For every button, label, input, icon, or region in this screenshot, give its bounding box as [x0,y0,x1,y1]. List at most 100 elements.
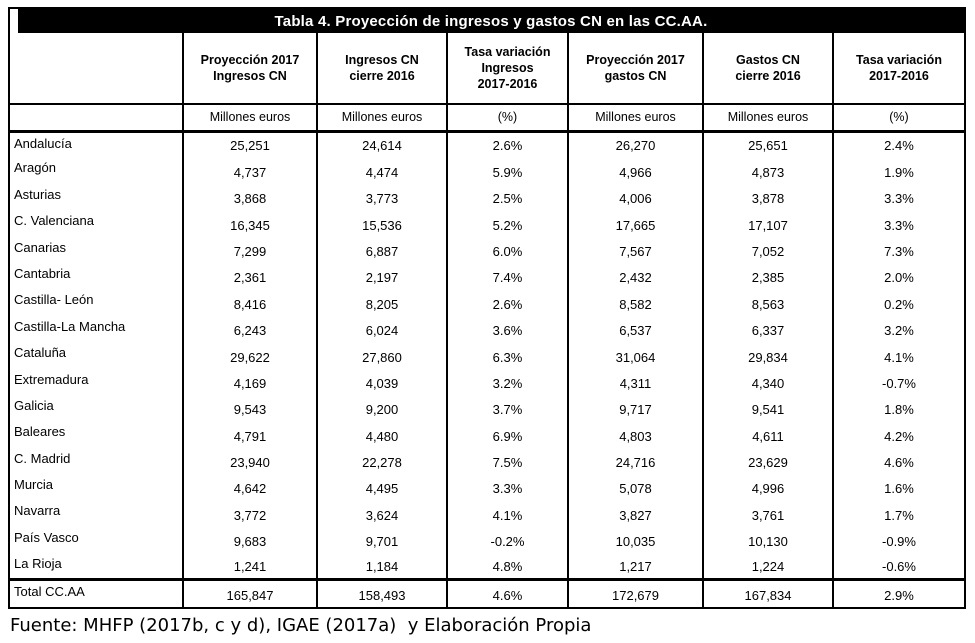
value-cell: 3,878 [702,183,833,211]
value-cell: 29,622 [182,342,317,369]
value-cell: 4,340 [702,368,833,395]
value-cell: 2.5% [446,183,568,211]
value-cell: 165,847 [182,578,317,607]
table-row: C. Madrid 23,940 22,278 7.5% 24,716 23,629 4.6… [10,447,964,475]
value-cell: 17,107 [702,210,833,237]
region-name: Extremadura [14,371,89,387]
value-cell: 24,716 [567,447,703,475]
value-cell: -0.2% [446,526,568,554]
value-cell: 10,130 [702,526,833,554]
value-cell: 4.6% [832,447,964,475]
region-name: Baleares [14,424,66,440]
value-cell: 3.3% [832,210,964,237]
region-name: Canarias [14,239,67,255]
units-cell: (%) [446,104,568,133]
units-cell: Millones euros [567,104,703,133]
value-cell: 1.7% [832,500,964,527]
region-name: Asturias [14,186,61,202]
value-cell: 5.9% [446,157,568,184]
value-cell: 3.6% [446,315,568,343]
table-title-bar: Tabla 4. Proyección de ingresos y gastos… [18,9,964,33]
value-cell: 6.9% [446,421,568,448]
table-title: Tabla 4. Proyección de ingresos y gastos… [274,12,708,30]
region-name: C. Valenciana [14,213,94,229]
value-cell: 4,642 [182,474,317,501]
value-cell: 5,078 [567,474,703,501]
value-cell: 7.3% [832,236,964,263]
value-cell: 3,827 [567,500,703,527]
value-cell: 2,197 [316,262,447,290]
value-cell: 2.9% [832,578,964,607]
value-cell: 15,536 [316,210,447,237]
projection-table-container: Tabla 4. Proyección de ingresos y gastos… [8,7,966,609]
value-cell: 4,737 [182,157,317,184]
value-cell: 23,629 [702,447,833,475]
region-name: Castilla-La Mancha [14,318,126,334]
value-cell: 10,035 [567,526,703,554]
value-cell: 4.1% [832,342,964,369]
region-name: Murcia [14,477,54,493]
source-note: Fuente: MHFP (2017b, c y d), IGAE (2017a… [10,615,592,636]
value-cell: 3.7% [446,394,568,422]
region-name: Total CC.AA [10,578,183,607]
value-cell: 4,495 [316,474,447,501]
region-name: C. Madrid [14,450,71,466]
header-cell: Tasa variación Ingresos 2017-2016 [446,33,568,105]
table-row: Castilla-La Mancha 6,243 6,024 3.6% 6,537 6,3… [10,315,964,343]
value-cell: 3.2% [446,368,568,395]
value-cell: 1.8% [832,394,964,422]
value-cell: 9,683 [182,526,317,554]
value-cell: 7.5% [446,447,568,475]
units-cell: Millones euros [316,104,447,133]
value-cell: 4,169 [182,368,317,395]
value-cell: 3,868 [182,183,317,211]
units-cell: Millones euros [182,104,317,133]
table-row: Cantabria 2,361 2,197 7.4% 2,432 2,385 2.0% [10,262,964,290]
value-cell: 27,860 [316,342,447,369]
value-cell: 2.6% [446,131,568,158]
total-row: Total CC.AA 165,847 158,493 4.6% 172,679 167,… [10,578,964,607]
region-name: Andalucía [14,135,72,151]
header-cell: Ingresos CN cierre 2016 [316,33,447,105]
value-cell: 6,243 [182,315,317,343]
header-cell-region [10,33,183,105]
value-cell: 158,493 [316,578,447,607]
value-cell: 9,541 [702,394,833,422]
value-cell: 6.0% [446,236,568,263]
value-cell: 2,385 [702,262,833,290]
value-cell: 29,834 [702,342,833,369]
value-cell: 2.0% [832,262,964,290]
value-cell: 1,241 [182,553,317,580]
value-cell: 24,614 [316,131,447,158]
value-cell: 6.3% [446,342,568,369]
table-row: Navarra 3,772 3,624 4.1% 3,827 3,761 1.7% [10,500,964,527]
value-cell: 25,251 [182,131,317,158]
value-cell: 7,299 [182,236,317,263]
projection-table: Proyección 2017 Ingresos CN Ingresos CN c… [10,33,964,607]
value-cell: 2.6% [446,289,568,316]
value-cell: 3,773 [316,183,447,211]
value-cell: 9,200 [316,394,447,422]
value-cell: 9,543 [182,394,317,422]
value-cell: 1,224 [702,553,833,580]
header-cell: Proyección 2017 Ingresos CN [182,33,317,105]
value-cell: 4,039 [316,368,447,395]
value-cell: 1.6% [832,474,964,501]
value-cell: 4,311 [567,368,703,395]
value-cell: 167,834 [702,578,833,607]
value-cell: 4,791 [182,421,317,448]
value-cell: 8,205 [316,289,447,316]
region-name: Castilla- León [14,292,94,308]
table-row: Baleares 4,791 4,480 6.9% 4,803 4,611 4.2% [10,421,964,448]
table-row: Murcia 4,642 4,495 3.3% 5,078 4,996 1.6% [10,474,964,501]
value-cell: 16,345 [182,210,317,237]
value-cell: 23,940 [182,447,317,475]
units-cell [10,104,183,133]
header-cell: Gastos CN cierre 2016 [702,33,833,105]
value-cell: 4,966 [567,157,703,184]
value-cell: 4.8% [446,553,568,580]
header-cell: Tasa variación 2017-2016 [832,33,964,105]
value-cell: 4,474 [316,157,447,184]
region-name: La Rioja [14,556,62,572]
value-cell: 0.2% [832,289,964,316]
